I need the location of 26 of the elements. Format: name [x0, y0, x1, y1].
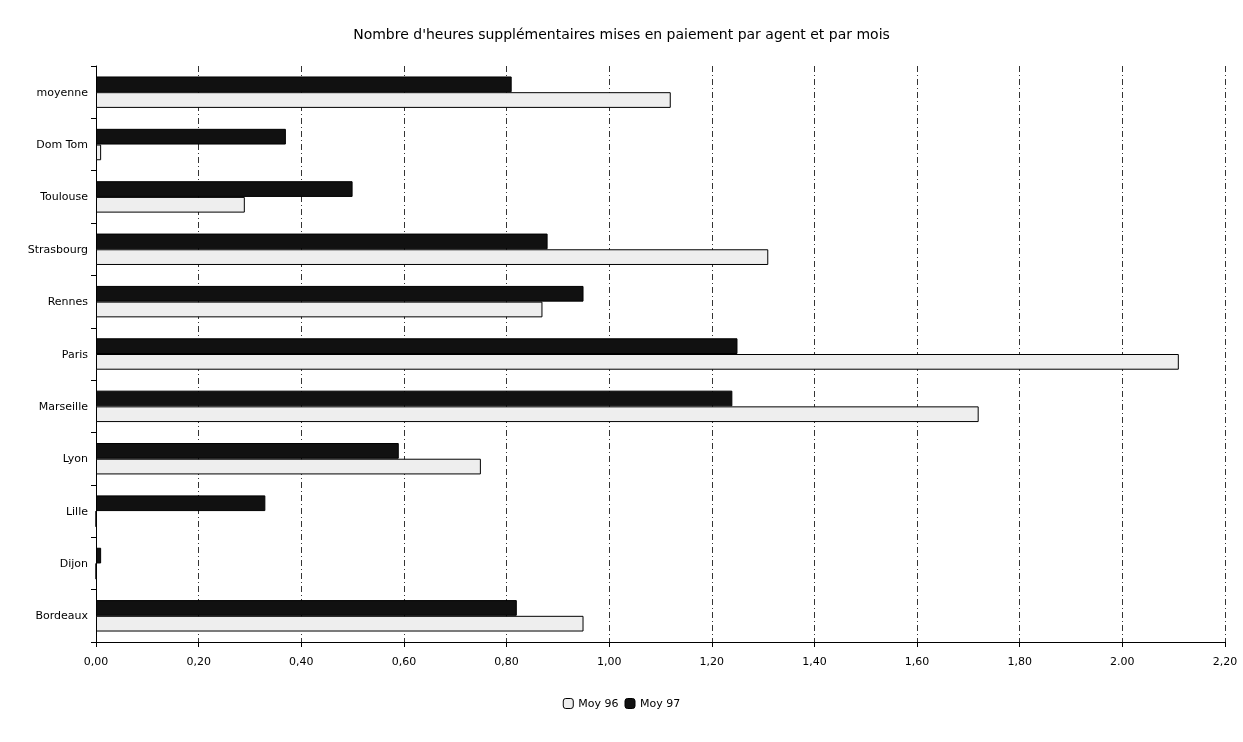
x-tick-label: 0,20 — [186, 655, 211, 668]
y-tick-label: Bordeaux — [35, 609, 89, 623]
x-tick-label: 0,40 — [289, 655, 314, 668]
x-tick-label: 2.00 — [1110, 655, 1135, 668]
x-tick-label: 1,80 — [1007, 655, 1032, 668]
y-tick-label: moyenne — [36, 85, 89, 99]
y-tick-label: Rennes — [47, 295, 89, 309]
x-tick-label: 0,00 — [83, 655, 109, 668]
y-tick-label: Toulouse — [39, 190, 89, 204]
y-tick-label: Lyon — [62, 452, 89, 466]
y-tick-label: Strasbourg — [27, 242, 88, 256]
chart-title: Nombre d'heures supplémentaires mises en paiement par agent et par mois — [353, 26, 890, 42]
y-tick-label: Paris — [61, 347, 89, 361]
x-tick-label: 2,20 — [1212, 655, 1238, 668]
legend-label: Moy 96 — [578, 697, 619, 710]
x-tick-label: 0,60 — [391, 655, 417, 668]
y-tick-label: Dijon — [59, 556, 89, 570]
x-tick-label: 0,80 — [494, 655, 519, 668]
legend-label: Moy 97 — [640, 697, 681, 710]
x-tick-label: 1,60 — [904, 655, 930, 668]
y-tick-label: Lille — [65, 504, 89, 518]
x-tick-label: 1,40 — [802, 655, 827, 668]
y-tick-label: Dom Tom — [36, 138, 88, 152]
x-tick-label: 1,00 — [596, 655, 622, 668]
y-tick-label: Marseille — [38, 399, 89, 413]
x-tick-label: 1,20 — [699, 655, 725, 668]
